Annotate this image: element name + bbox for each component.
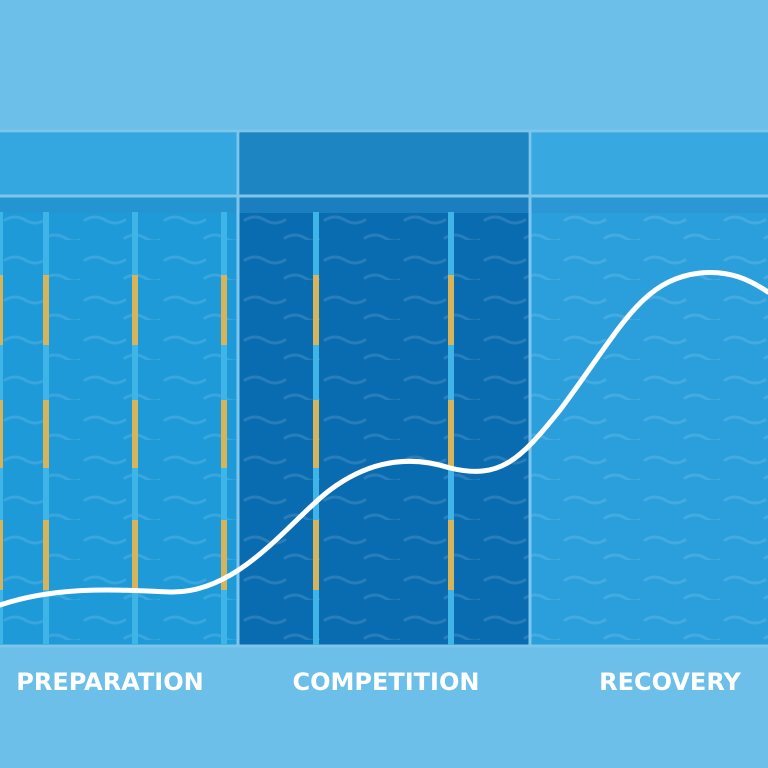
section-label: COMPETITION	[293, 668, 480, 696]
section-label: PREPARATION	[16, 668, 203, 696]
header-strip	[240, 133, 528, 195]
performance-curve	[0, 269, 768, 608]
header-strip	[532, 133, 768, 195]
dividers	[0, 129, 768, 648]
section-label: RECOVERY	[599, 668, 741, 696]
header-strip	[0, 133, 238, 195]
water-texture	[0, 200, 768, 646]
